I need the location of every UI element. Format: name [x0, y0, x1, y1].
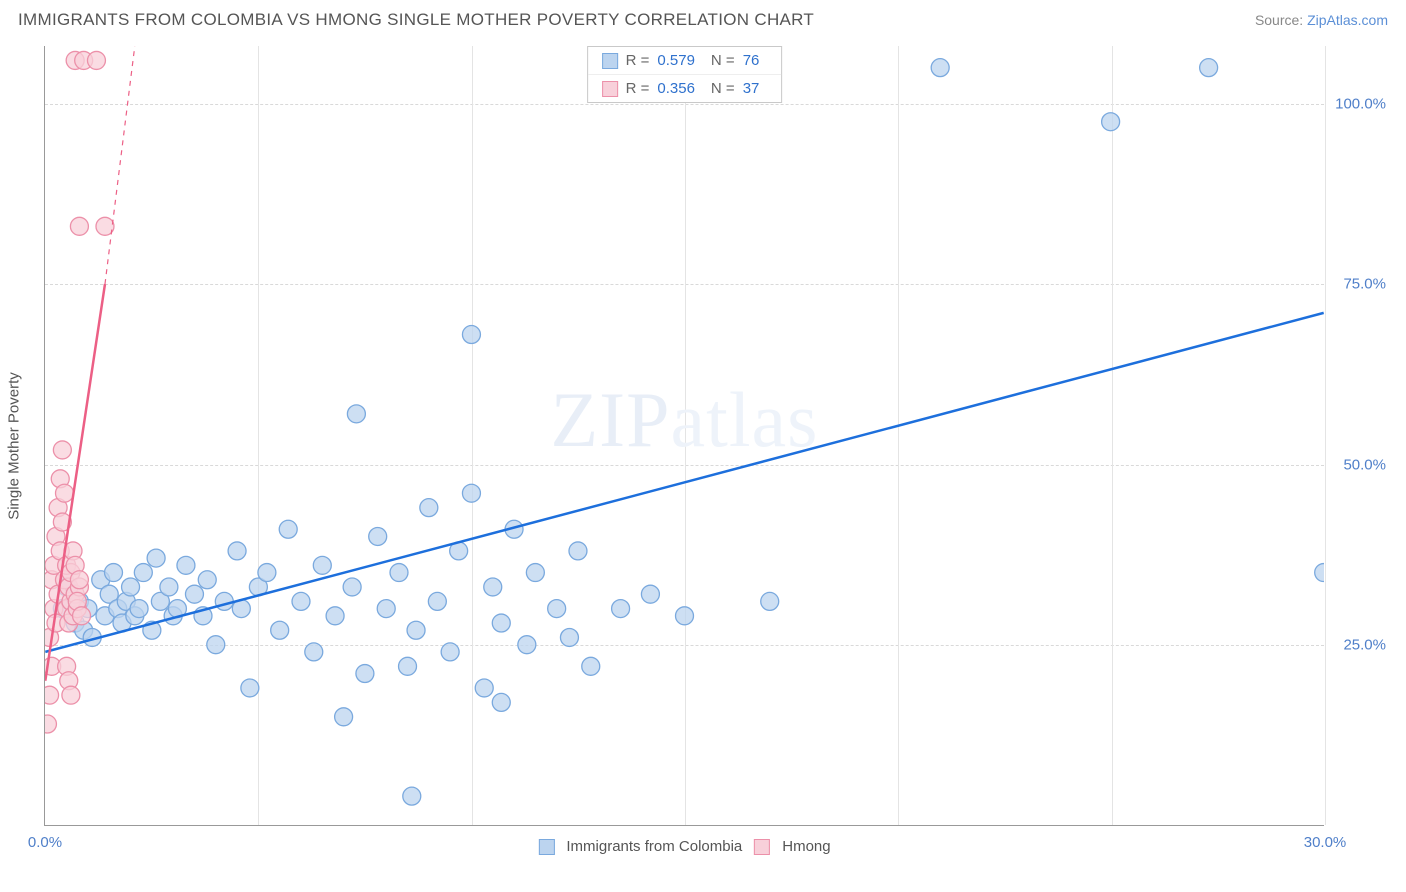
legend-series: Immigrants from Colombia Hmong	[538, 838, 830, 855]
source-link[interactable]: ZipAtlas.com	[1307, 12, 1388, 28]
xtick-label: 30.0%	[1304, 834, 1347, 851]
ytick-label: 75.0%	[1330, 276, 1386, 293]
scatter-point	[70, 217, 88, 235]
scatter-point	[548, 600, 566, 618]
gridline-v	[1325, 46, 1326, 825]
scatter-point	[441, 643, 459, 661]
scatter-point	[207, 636, 225, 654]
ytick-label: 50.0%	[1330, 456, 1386, 473]
scatter-point	[761, 592, 779, 610]
scatter-point	[134, 564, 152, 582]
r-value-hmong: 0.356	[657, 80, 695, 97]
n-label: N =	[711, 80, 735, 97]
scatter-point	[390, 564, 408, 582]
r-label: R =	[626, 80, 650, 97]
scatter-point	[305, 643, 323, 661]
scatter-point	[177, 556, 195, 574]
scatter-point	[676, 607, 694, 625]
scatter-point	[122, 578, 140, 596]
y-axis-label: Single Mother Poverty	[6, 372, 23, 520]
swatch-colombia-bottom	[538, 839, 554, 855]
r-value-colombia: 0.579	[657, 52, 695, 69]
scatter-point	[105, 564, 123, 582]
scatter-point	[335, 708, 353, 726]
scatter-point	[160, 578, 178, 596]
scatter-point	[612, 600, 630, 618]
scatter-point	[462, 484, 480, 502]
n-value-hmong: 37	[743, 80, 760, 97]
scatter-point	[198, 571, 216, 589]
scatter-point	[399, 657, 417, 675]
scatter-point	[356, 665, 374, 683]
scatter-point	[130, 600, 148, 618]
swatch-colombia	[602, 53, 618, 69]
scatter-point	[1102, 113, 1120, 131]
scatter-point	[215, 592, 233, 610]
scatter-point	[271, 621, 289, 639]
scatter-point	[73, 607, 91, 625]
r-label: R =	[626, 52, 650, 69]
swatch-hmong	[602, 81, 618, 97]
scatter-point	[377, 600, 395, 618]
scatter-point	[279, 520, 297, 538]
scatter-point	[343, 578, 361, 596]
legend-label-hmong: Hmong	[782, 838, 830, 855]
n-label: N =	[711, 52, 735, 69]
swatch-hmong-bottom	[754, 839, 770, 855]
xtick-label: 0.0%	[28, 834, 62, 851]
scatter-point	[1200, 59, 1218, 77]
scatter-point	[258, 564, 276, 582]
chart-header: IMMIGRANTS FROM COLOMBIA VS HMONG SINGLE…	[0, 0, 1406, 36]
scatter-point	[931, 59, 949, 77]
legend-label-colombia: Immigrants from Colombia	[566, 838, 742, 855]
scatter-point	[560, 628, 578, 646]
scatter-point	[569, 542, 587, 560]
legend-row-hmong: R = 0.356 N = 37	[588, 74, 782, 102]
scatter-point	[62, 686, 80, 704]
scatter-point	[292, 592, 310, 610]
chart-source: Source: ZipAtlas.com	[1255, 12, 1388, 28]
scatter-point	[313, 556, 331, 574]
chart-title: IMMIGRANTS FROM COLOMBIA VS HMONG SINGLE…	[18, 10, 814, 30]
n-value-colombia: 76	[743, 52, 760, 69]
scatter-point	[147, 549, 165, 567]
scatter-point	[518, 636, 536, 654]
scatter-point	[56, 484, 74, 502]
scatter-point	[326, 607, 344, 625]
scatter-point	[484, 578, 502, 596]
scatter-point	[228, 542, 246, 560]
plot-svg	[45, 46, 1324, 825]
scatter-point	[582, 657, 600, 675]
scatter-point	[45, 686, 59, 704]
scatter-point	[462, 326, 480, 344]
plot-area: ZIPatlas R = 0.579 N = 76 R = 0.356 N = …	[44, 46, 1324, 826]
scatter-point	[45, 715, 56, 733]
scatter-point	[53, 441, 71, 459]
scatter-point	[1315, 564, 1324, 582]
scatter-point	[492, 614, 510, 632]
scatter-point	[185, 585, 203, 603]
scatter-point	[241, 679, 259, 697]
scatter-point	[428, 592, 446, 610]
ytick-label: 25.0%	[1330, 637, 1386, 654]
ytick-label: 100.0%	[1330, 95, 1386, 112]
scatter-point	[420, 499, 438, 517]
source-prefix: Source:	[1255, 12, 1307, 28]
legend-row-colombia: R = 0.579 N = 76	[588, 47, 782, 74]
scatter-point	[87, 51, 105, 69]
scatter-point	[492, 693, 510, 711]
scatter-point	[641, 585, 659, 603]
scatter-point	[403, 787, 421, 805]
legend-correlation: R = 0.579 N = 76 R = 0.356 N = 37	[587, 46, 783, 103]
scatter-point	[347, 405, 365, 423]
scatter-point	[369, 527, 387, 545]
scatter-point	[526, 564, 544, 582]
scatter-point	[70, 571, 88, 589]
scatter-point	[475, 679, 493, 697]
scatter-point	[407, 621, 425, 639]
